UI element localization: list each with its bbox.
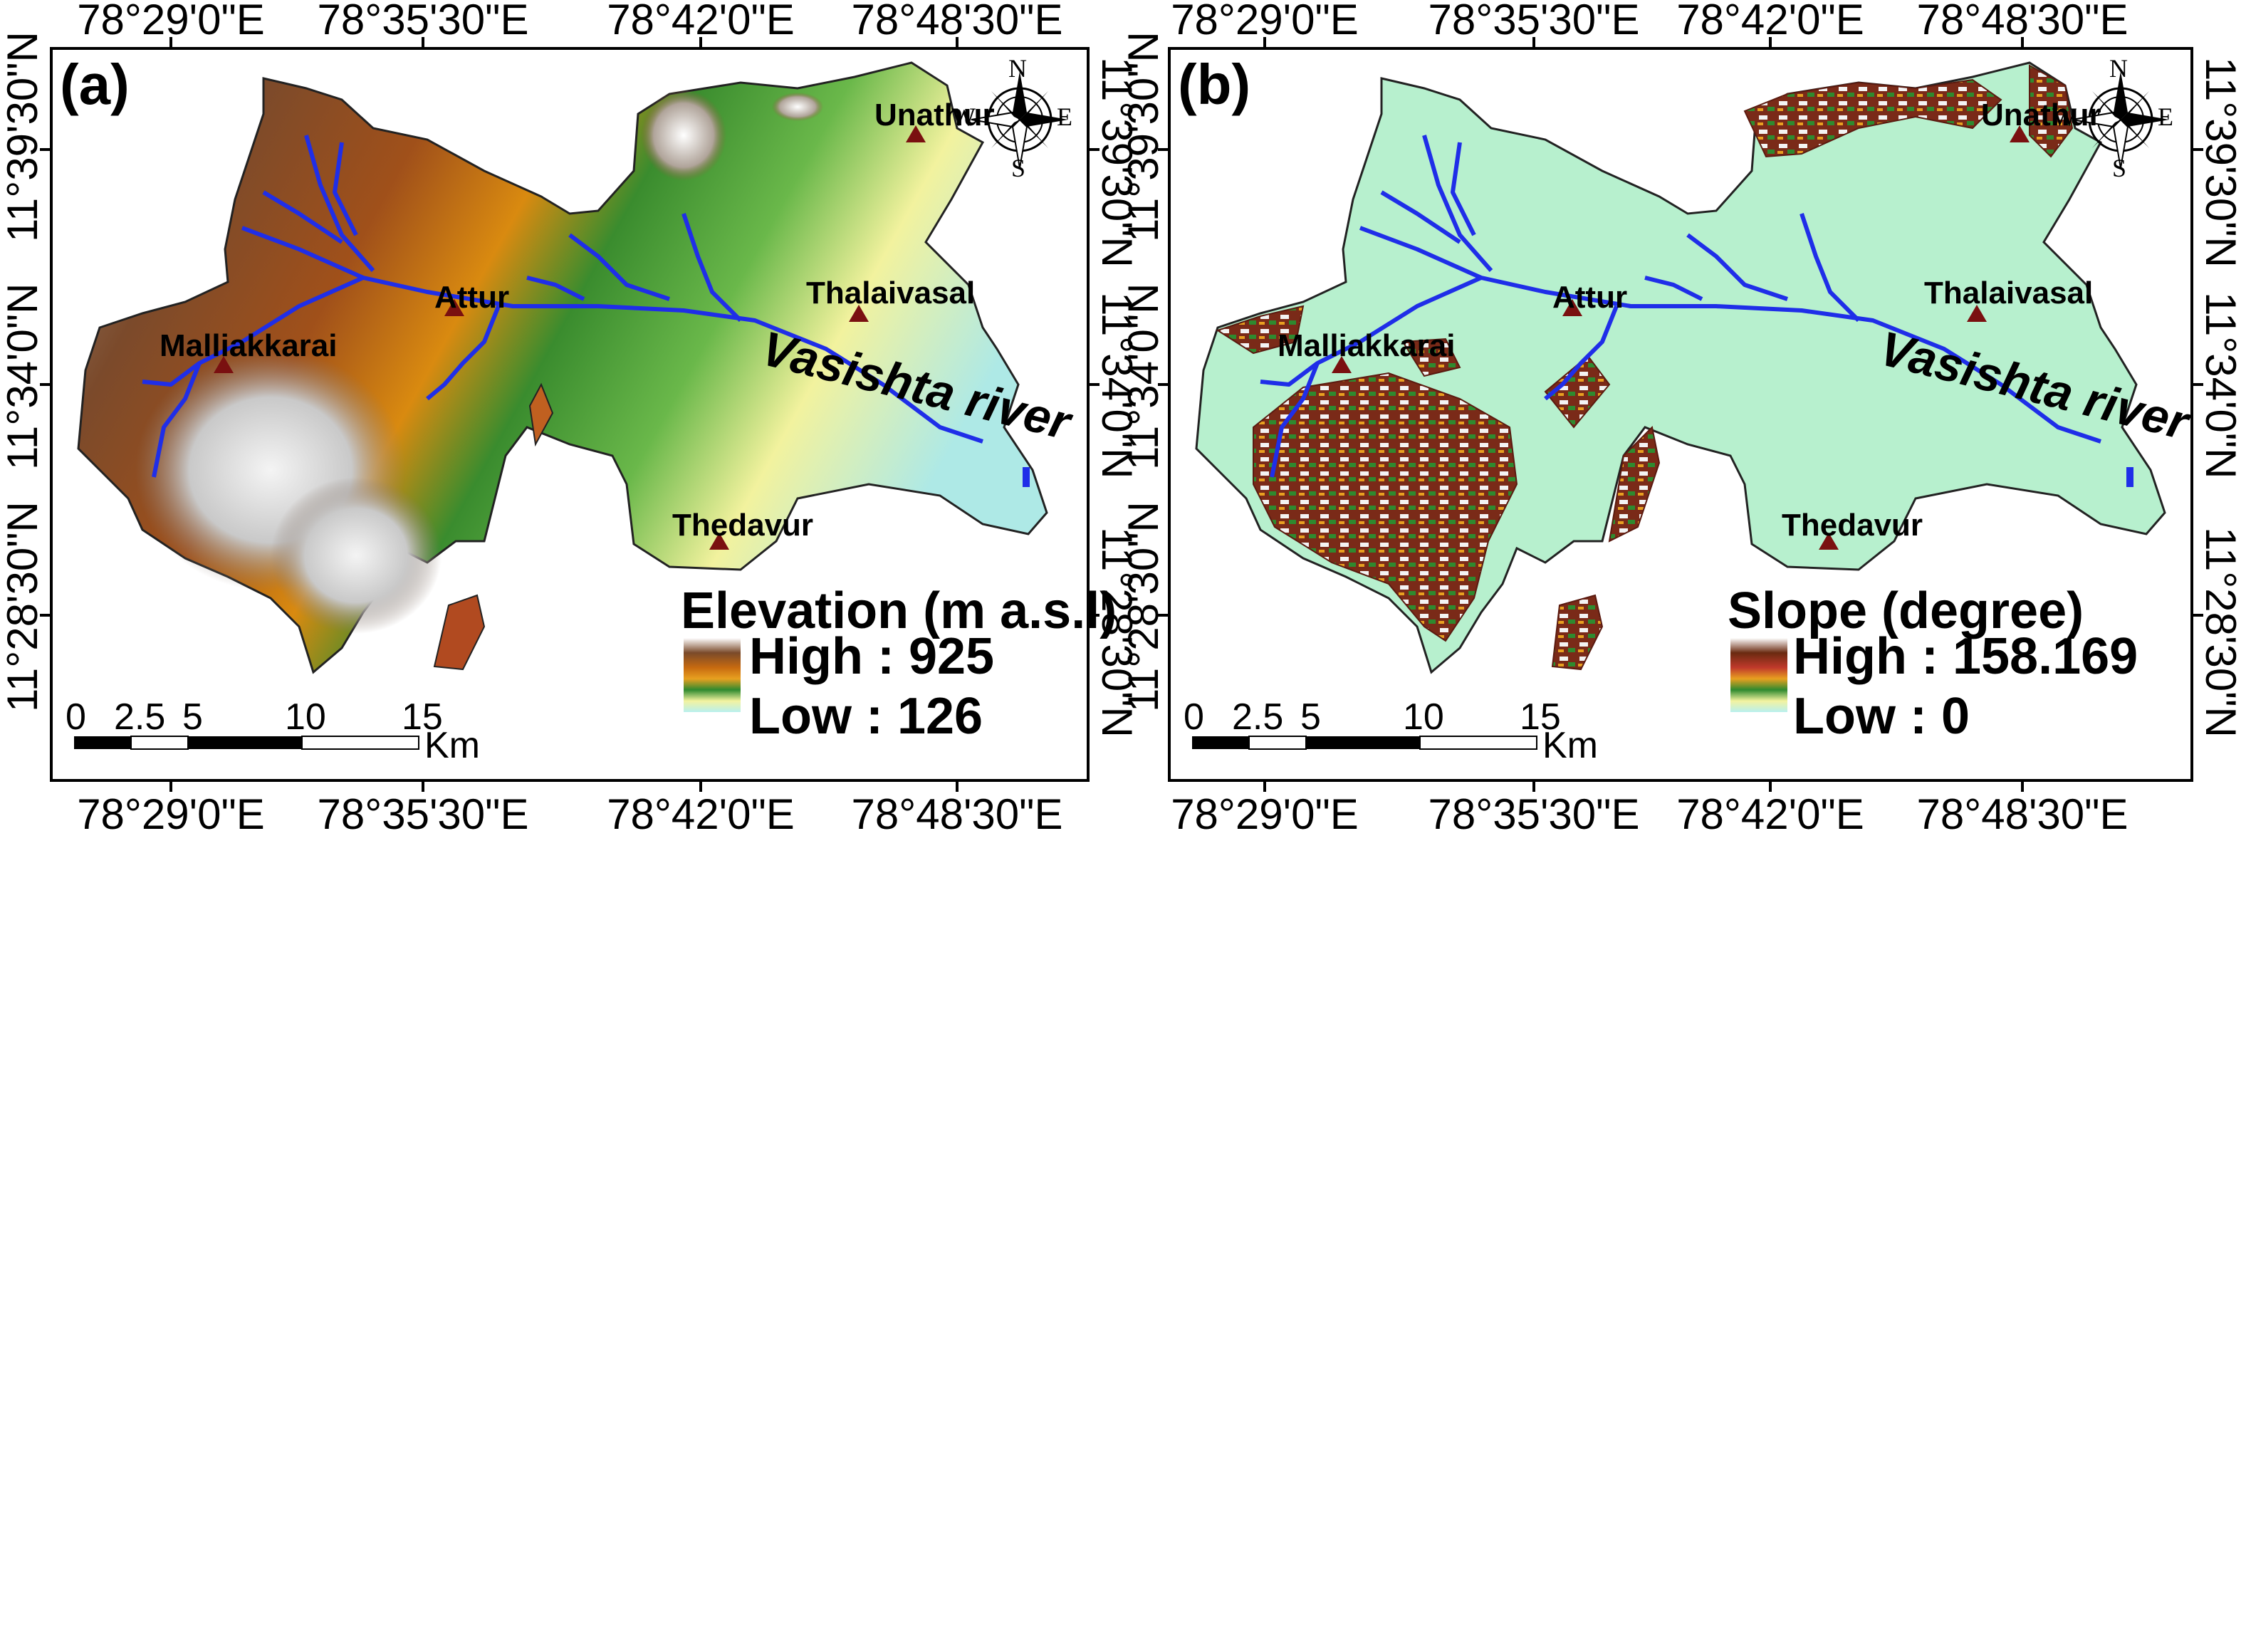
longitude-label: 78°35'30"E (1428, 792, 1640, 839)
legend-low-value: Low : 0 (1793, 686, 1970, 745)
compass-east-letter: E (1057, 103, 1072, 131)
scale-tick-label: 15 (1520, 695, 1561, 738)
legend-title: Slope (degree) (1728, 581, 2084, 639)
town-label-thalaivasal: Thalaivasal (1924, 275, 2094, 310)
panel-tag: (a) (60, 54, 130, 117)
scale-unit: Km (1542, 723, 1598, 766)
longitude-label: 78°29'0"E (77, 792, 265, 839)
triangle-marker-icon (444, 299, 464, 316)
latitude-label: 11°39'30"N (2196, 57, 2243, 268)
longitude-label: 78°35'30"E (317, 792, 529, 839)
water-body (2126, 467, 2133, 487)
longitude-label: 78°42'0"E (1676, 0, 1864, 44)
slope-map-graphic (1158, 37, 2203, 792)
scale-bar (74, 736, 419, 750)
longitude-label: 78°35'30"E (317, 0, 529, 44)
longitude-label: 78°42'0"E (607, 0, 795, 44)
town-label-thalaivasal: Thalaivasal (806, 275, 976, 310)
latitude-label: 11°28'30"N (2196, 527, 2243, 738)
compass-east-letter: E (2158, 103, 2173, 131)
longitude-label: 78°29'0"E (1171, 792, 1359, 839)
triangle-marker-icon (214, 356, 234, 373)
triangle-marker-icon (1967, 305, 1987, 322)
town-label-malliakkarai: Malliakkarai (1278, 328, 1456, 363)
north-arrow-compass-icon (971, 71, 1068, 169)
longitude-label: 78°48'30"E (1916, 792, 2129, 839)
compass-south-letter: S (1011, 154, 1026, 182)
figure-root: 78°29'0"E 78°35'30"E 78°42'0"E 78°48'30"… (0, 0, 2243, 839)
latitude-label: 11°34'0"N (0, 283, 47, 471)
town-label-unathur: Unathur (1981, 97, 2101, 132)
triangle-marker-icon (1562, 299, 1582, 316)
town-label-unathur: Unathur (874, 97, 995, 132)
compass-west-letter: W (2052, 103, 2077, 131)
scale-tick-label: 2.5 (114, 695, 166, 738)
triangle-marker-icon (849, 305, 869, 322)
north-arrow-compass-icon (2072, 71, 2169, 169)
river-network (142, 135, 983, 478)
latitude-label: 11°28'30"N (1121, 501, 1168, 712)
compass-north-letter: N (2109, 54, 2128, 83)
legend-color-ramp (1730, 638, 1787, 712)
triangle-marker-icon (906, 125, 926, 142)
slope-map-panel: 78°29'0"E 78°35'30"E 78°42'0"E 78°48'30"… (1118, 0, 2246, 1652)
latitude-label: 11°39'30"N (1121, 31, 1168, 242)
triangle-marker-icon (709, 533, 729, 550)
legend-high-value: High : 158.169 (1793, 627, 2138, 685)
latitude-label: 11°34'0"N (2196, 292, 2243, 479)
river-network (1260, 135, 2101, 478)
scale-tick-label: 2.5 (1232, 695, 1284, 738)
scale-tick-label: 0 (66, 695, 86, 738)
legend-high-value: High : 925 (749, 627, 995, 685)
legend-low-value: Low : 126 (749, 686, 983, 745)
high-elevation-hill (772, 93, 823, 121)
legend-color-ramp (684, 638, 741, 712)
water-body (1023, 467, 1030, 487)
isolated-hill (528, 382, 554, 447)
high-elevation-hill (641, 90, 726, 181)
town-label-thedavur: Thedavur (1782, 507, 1923, 543)
longitude-label: 78°42'0"E (1676, 792, 1864, 839)
longitude-label: 78°48'30"E (851, 792, 1063, 839)
town-label-thedavur: Thedavur (672, 507, 814, 543)
scale-tick-label: 5 (1300, 695, 1321, 738)
scale-tick-label: 10 (285, 695, 326, 738)
scale-tick-label: 0 (1184, 695, 1204, 738)
steep-slope-zones (1216, 64, 2074, 671)
longitude-label: 78°35'30"E (1428, 0, 1640, 44)
triangle-marker-icon (1819, 533, 1839, 550)
scale-tick-label: 15 (402, 695, 443, 738)
scale-tick-label: 5 (182, 695, 203, 738)
compass-north-letter: N (1008, 54, 1027, 83)
high-elevation-hill (271, 477, 442, 634)
legend-title: Elevation (m a.s.l) (681, 581, 1117, 639)
panel-tag: (b) (1178, 54, 1251, 117)
scale-tick-label: 10 (1403, 695, 1444, 738)
latitude-label: 11°34'0"N (1121, 283, 1168, 471)
latitude-label: 11°39'30"N (0, 31, 47, 242)
latitude-label: 11°28'30"N (0, 501, 47, 712)
longitude-label: 78°48'30"E (1916, 0, 2129, 44)
town-label-malliakkarai: Malliakkarai (160, 328, 338, 363)
compass-west-letter: W (951, 103, 976, 131)
triangle-marker-icon (2010, 125, 2030, 142)
longitude-label: 78°29'0"E (1171, 0, 1359, 44)
scale-unit: Km (424, 723, 480, 766)
longitude-label: 78°48'30"E (851, 0, 1063, 44)
town-label-attur: Attur (1552, 279, 1628, 315)
scale-bar (1192, 736, 1537, 750)
longitude-label: 78°42'0"E (607, 792, 795, 839)
town-label-attur: Attur (434, 279, 510, 315)
compass-south-letter: S (2112, 154, 2127, 182)
isolated-hill (433, 594, 486, 671)
triangle-marker-icon (1332, 356, 1352, 373)
longitude-label: 78°29'0"E (77, 0, 265, 44)
